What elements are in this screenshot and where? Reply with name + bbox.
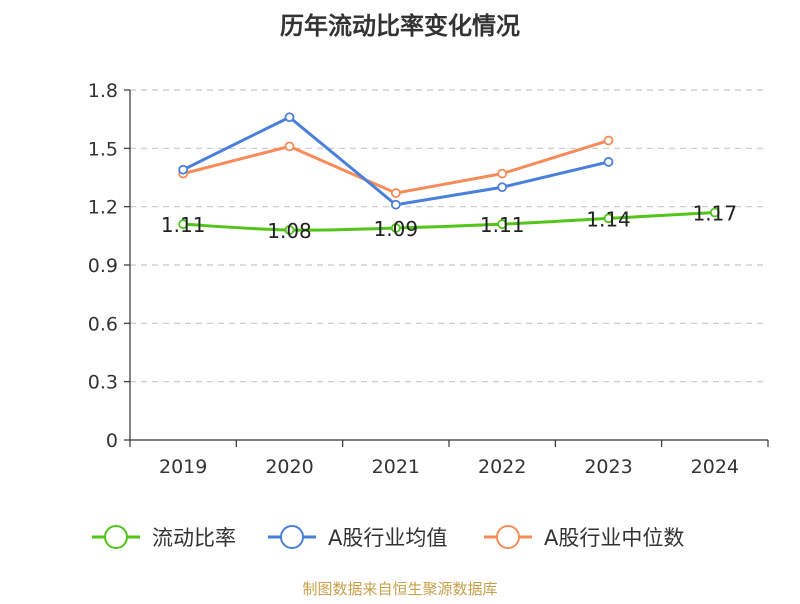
- data-point[interactable]: [497, 182, 508, 193]
- x-tick-label: 2022: [478, 456, 526, 478]
- series-0: [178, 207, 720, 235]
- x-tick-label: 2024: [691, 456, 739, 478]
- y-tick-label: 1.5: [88, 138, 118, 160]
- legend-label: 流动比率: [152, 526, 236, 550]
- source-note: 制图数据来自恒生聚源数据库: [302, 580, 497, 598]
- x-tick-label: 2021: [372, 456, 420, 478]
- series-2: [178, 135, 614, 198]
- data-label: 1.08: [267, 219, 312, 243]
- data-label: 1.14: [586, 207, 631, 231]
- data-label: 1.11: [480, 213, 525, 237]
- data-label: 1.17: [693, 202, 738, 226]
- y-tick-label: 0: [106, 430, 118, 452]
- y-tick-label: 1.2: [88, 197, 118, 219]
- legend-item[interactable]: 流动比率: [92, 525, 236, 550]
- legend-item[interactable]: A股行业中位数: [484, 525, 684, 550]
- data-point[interactable]: [709, 207, 720, 218]
- y-tick-label: 0.6: [88, 313, 118, 335]
- y-tick-label: 0.9: [88, 255, 118, 277]
- data-point[interactable]: [603, 157, 614, 167]
- data-point[interactable]: [178, 164, 189, 175]
- data-label: 1.09: [374, 217, 419, 241]
- data-point[interactable]: [603, 135, 614, 146]
- legend-label: A股行业均值: [328, 526, 447, 550]
- data-point[interactable]: [284, 225, 295, 235]
- data-point[interactable]: [497, 168, 508, 179]
- series-1: [178, 112, 614, 210]
- legend-marker: [104, 525, 128, 549]
- x-tick-label: 2020: [265, 456, 313, 478]
- data-point[interactable]: [390, 188, 401, 198]
- series-line: [181, 211, 717, 232]
- data-point[interactable]: [178, 219, 189, 230]
- chart-title: 历年流动比率变化情况: [280, 12, 520, 40]
- data-point[interactable]: [603, 213, 614, 224]
- data-labels: 1.11 1.08 1.09 1.11 1.14 1.17: [161, 202, 737, 244]
- data-point[interactable]: [390, 223, 401, 233]
- legend: 流动比率 A股行业均值 A股行业中位数: [92, 525, 684, 550]
- legend-marker: [496, 525, 520, 549]
- grid-lines: [130, 89, 768, 383]
- x-tick-label: 2019: [159, 456, 207, 478]
- series-layer: [178, 112, 720, 235]
- axes: 0 0.3 0.6 0.9 1.2 1.5 1.8 2019 2020 2021 2022 2023 2…: [88, 80, 769, 478]
- data-point[interactable]: [390, 199, 401, 210]
- legend-label: A股行业中位数: [544, 526, 684, 550]
- data-label: 1.11: [161, 213, 206, 237]
- data-point[interactable]: [284, 112, 295, 123]
- y-tick-label: 1.8: [88, 80, 118, 102]
- data-point[interactable]: [284, 141, 295, 152]
- data-point[interactable]: [497, 219, 508, 230]
- legend-item[interactable]: A股行业均值: [268, 525, 447, 550]
- x-tick-label: 2023: [584, 456, 632, 478]
- legend-marker: [280, 525, 304, 549]
- y-tick-label: 0.3: [88, 372, 118, 394]
